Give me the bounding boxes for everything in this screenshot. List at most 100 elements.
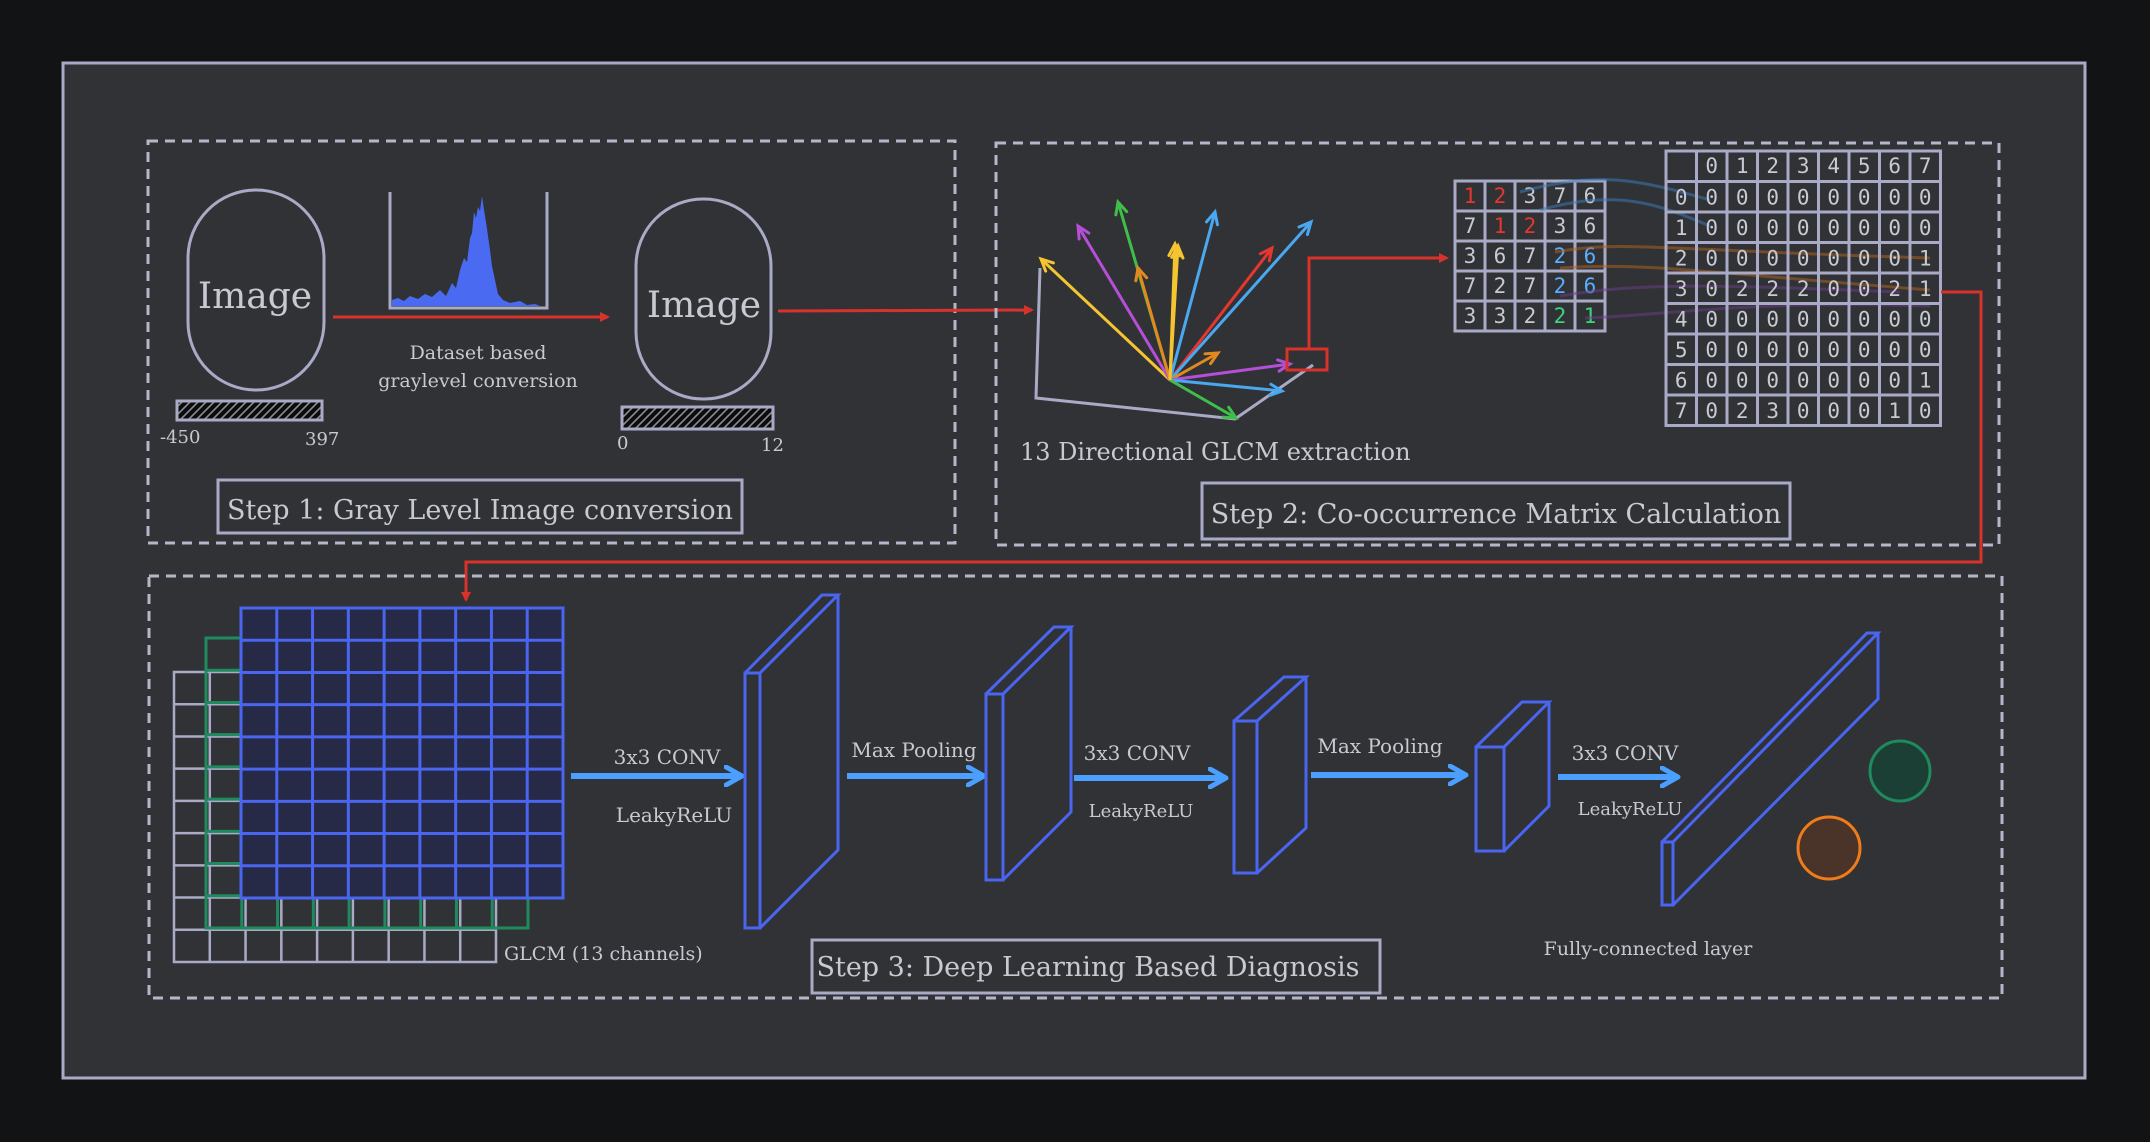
histogram	[388, 192, 549, 310]
patch-cell: 7	[1464, 274, 1477, 298]
step1-to-step2-arrow	[777, 305, 1034, 316]
glcm-cell: 0	[1705, 277, 1718, 301]
step1-title: Step 1: Gray Level Image conversion	[227, 495, 733, 526]
step2-dashed-frame	[994, 141, 2001, 547]
patch-cell: 2	[1554, 304, 1567, 328]
glcm-cell: 0	[1766, 216, 1779, 240]
direction-arrow	[1169, 378, 1286, 397]
glcm-col-header: 5	[1858, 154, 1871, 178]
glcm-cell: 1	[1919, 247, 1932, 271]
input-image-capsule	[186, 188, 326, 392]
glcm-cell: 0	[1736, 369, 1749, 393]
feature-map-2	[984, 625, 1075, 882]
output-range-max: 12	[761, 435, 784, 456]
glcm-cell: 0	[1736, 216, 1749, 240]
direction-arrows	[1038, 198, 1314, 420]
conv2-label: 3x3 CONV	[1084, 741, 1191, 765]
glcm-cell: 0	[1827, 247, 1840, 271]
feature-map-4	[1474, 700, 1553, 853]
patch-cell: 1	[1584, 304, 1597, 328]
glcm-col-header: 4	[1827, 154, 1840, 178]
output-node-orange	[1796, 815, 1862, 881]
step2-title: Step 2: Co-occurrence Matrix Calculation	[1211, 499, 1782, 530]
patch-cell: 6	[1494, 244, 1507, 268]
output-node-green	[1868, 739, 1932, 803]
glcm-extraction-caption: 13 Directional GLCM extraction	[1020, 438, 1411, 466]
step3-title-box	[810, 938, 1382, 995]
glcm-row-header: 2	[1675, 247, 1688, 271]
glcm-cell: 0	[1888, 216, 1901, 240]
glcm-cell: 0	[1919, 186, 1932, 210]
glcm-cell: 0	[1919, 308, 1932, 332]
glcm-cell: 0	[1827, 338, 1840, 362]
patch-cell: 2	[1494, 274, 1507, 298]
glcm-col-header: 2	[1766, 154, 1779, 178]
direction-arrow	[1134, 264, 1172, 381]
glcm-input-stack	[172, 606, 565, 964]
step2-to-step3-arrow	[461, 290, 1983, 602]
feature-map-1	[743, 593, 842, 930]
glcm-cell: 0	[1736, 308, 1749, 332]
direction-arrow	[1168, 242, 1185, 381]
patch-cell: 6	[1584, 214, 1597, 238]
glcm-cell: 0	[1797, 399, 1810, 423]
glcm-cell: 0	[1919, 399, 1932, 423]
patch-cell: 2	[1524, 214, 1537, 238]
selected-direction-box	[1285, 347, 1329, 372]
glcm-cell: 0	[1827, 369, 1840, 393]
glcm-cell: 2	[1736, 277, 1749, 301]
patch-cell: 1	[1494, 214, 1507, 238]
glcm-cell: 0	[1797, 216, 1810, 240]
conv3-label: 3x3 CONV	[1572, 741, 1679, 765]
glcm-col-header: 0	[1705, 154, 1718, 178]
glcm-cell: 0	[1705, 308, 1718, 332]
glcm-row-header: 3	[1675, 277, 1688, 301]
glcm-cell: 0	[1858, 369, 1871, 393]
pool1-label: Max Pooling	[851, 738, 976, 762]
patch-cell: 2	[1554, 244, 1567, 268]
output-range-bar	[620, 405, 775, 431]
direction-arrow	[1169, 378, 1239, 420]
patch-cell: 2	[1554, 274, 1567, 298]
histogram-caption-line2: graylevel conversion	[378, 370, 578, 392]
conv3-activation: LeakyReLU	[1578, 799, 1683, 820]
direction-to-patch-arrow	[1307, 253, 1449, 349]
glcm-cell: 0	[1858, 308, 1871, 332]
conv2-activation: LeakyReLU	[1089, 801, 1194, 822]
glcm-row-header: 4	[1675, 308, 1688, 332]
glcm-cell: 0	[1736, 186, 1749, 210]
patch-cell: 7	[1464, 214, 1477, 238]
patch-cell: 3	[1554, 214, 1567, 238]
glcm-cell: 0	[1858, 277, 1871, 301]
patch-cell: 7	[1554, 184, 1567, 208]
step2-title-box	[1200, 481, 1792, 541]
main-panel	[61, 61, 2087, 1080]
glcm-cell: 3	[1766, 399, 1779, 423]
output-range-min: 0	[617, 433, 628, 454]
glcm-cell: 0	[1888, 338, 1901, 362]
glcm-cell: 0	[1858, 216, 1871, 240]
glcm-cell: 0	[1797, 338, 1810, 362]
glcm-row-header: 6	[1675, 369, 1688, 393]
patch-cell: 3	[1464, 304, 1477, 328]
glcm-cell: 0	[1766, 186, 1779, 210]
glcm-cell: 0	[1797, 369, 1810, 393]
direction-arrow	[1169, 358, 1294, 382]
glcm-cell: 0	[1766, 369, 1779, 393]
patch-cell: 6	[1584, 274, 1597, 298]
patch-border	[1453, 179, 1607, 333]
direction-arrow	[1169, 351, 1222, 382]
glcm-cell: 0	[1858, 399, 1871, 423]
glcm-cell: 0	[1858, 186, 1871, 210]
glcm-cell: 0	[1888, 369, 1901, 393]
glcm-cell: 2	[1736, 399, 1749, 423]
glcm-row-header: 7	[1675, 399, 1688, 423]
step1-title-box	[216, 478, 744, 535]
glcm-cell: 0	[1736, 247, 1749, 271]
step2-section: 13 Directional GLCM extraction 1 2 3 7 67 1 2 3…	[994, 141, 2001, 547]
step1-dashed-frame	[146, 139, 957, 545]
glcm-row-header: 1	[1675, 216, 1688, 240]
fully-connected-layer	[1660, 631, 1882, 907]
glcm-matrix: 0 1 2 3 4 5 6 70 0 0 0 0 0 0 0 01 0 0 0 0 0 0 0 02 0 0 0 0 0 0 0 13 0 2 2 2…	[1664, 149, 1942, 427]
direction-arrow	[1076, 223, 1172, 381]
